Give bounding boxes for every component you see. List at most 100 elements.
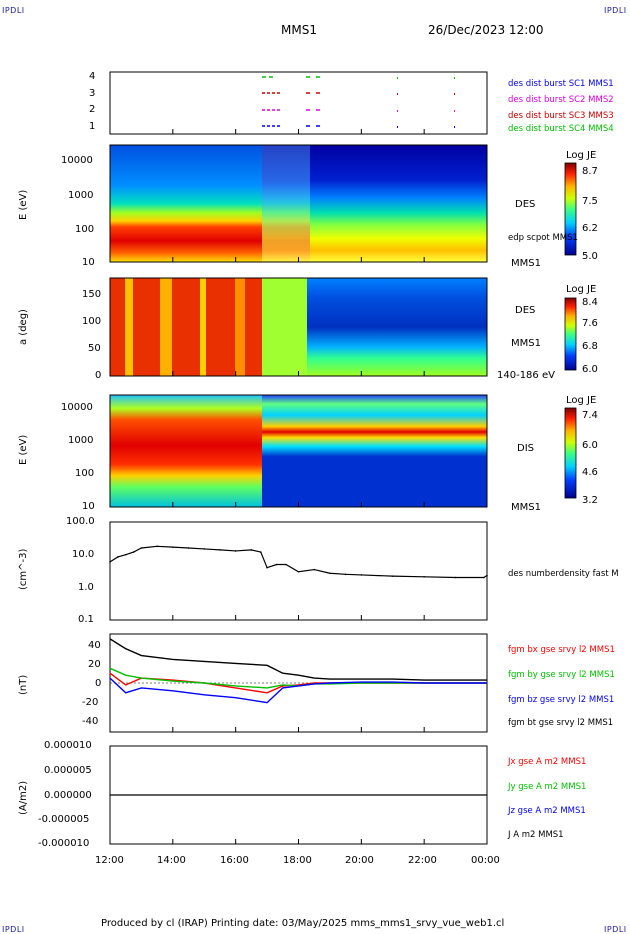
density-point	[454, 576, 457, 579]
xtick-1200: 12:00	[95, 855, 124, 866]
des-energy-spectrogram	[109, 144, 488, 263]
x-axis-ticks	[109, 129, 488, 844]
burst-ytick-4: 4	[89, 71, 96, 82]
density-point	[483, 576, 485, 579]
des-pitch-cbar-tick-2: 6.8	[582, 341, 598, 352]
density-point	[275, 563, 278, 566]
density-point	[423, 576, 425, 578]
burst-ytick-2: 2	[89, 104, 96, 115]
des-energy-ytick-100: 100	[75, 224, 95, 235]
density-series	[109, 545, 488, 579]
bfield-ytick-neg40: -40	[82, 716, 99, 727]
bfield-legend-bx: fgm bx gse srvy l2 MMS1	[508, 645, 615, 655]
burst-panel-frame	[109, 71, 488, 135]
dis-energy-cbar-tick-3: 3.2	[582, 495, 598, 506]
current-ytick-neg10: -0.000010	[38, 838, 90, 849]
density-ylabel: (cm^-3)	[18, 548, 29, 590]
burst-ytick-3: 3	[89, 88, 96, 99]
bfield-line	[109, 638, 487, 681]
des-pitch-energy-range: 140-186 eV	[497, 370, 555, 381]
des-energy-sc-label: MMS1	[511, 258, 541, 269]
density-point	[313, 568, 316, 571]
density-point	[391, 575, 394, 577]
burst-ytick-1: 1	[89, 121, 96, 132]
dis-energy-instrument-label: DIS	[517, 443, 534, 454]
density-point	[172, 546, 174, 548]
xtick-2200: 22:00	[408, 855, 437, 866]
spacecraft-title: MMS1	[281, 23, 317, 37]
current-ylabel: (A/m2)	[18, 780, 29, 815]
corner-label-top-left: IPDLI	[2, 6, 25, 15]
dis-energy-cbar-title: Log JE	[566, 395, 597, 406]
des-pitch-ytick-50: 50	[88, 343, 101, 354]
des-pitch-ytick-150: 150	[82, 289, 102, 300]
density-point	[234, 550, 237, 552]
burst-legend-sc4: des dist burst SC4 MMS4	[508, 124, 614, 134]
current-legend-j: J A m2 MMS1	[508, 830, 564, 840]
bfield-legend-by: fgm by gse srvy l2 MMS1	[508, 670, 615, 680]
dis-energy-ytick-1000: 1000	[68, 435, 94, 446]
burst-legend-sc2: des dist burst SC2 MMS2	[508, 95, 614, 105]
des-pitch-cbar-tick-1: 7.6	[582, 318, 598, 329]
des-energy-cbar-title: Log JE	[566, 150, 597, 161]
burst-legend-sc3: des dist burst SC3 MMS3	[508, 111, 614, 121]
des-pitch-ytick-100: 100	[82, 316, 102, 327]
des-energy-cbar-tick-1: 7.5	[582, 196, 598, 207]
des-energy-ytick-10000: 10000	[61, 155, 93, 166]
des-pitch-sc-label: MMS1	[511, 338, 541, 349]
des-energy-cbar-tick-0: 8.7	[582, 166, 598, 177]
density-ytick-10: 10.0	[72, 549, 95, 560]
des-energy-scpot-label: edp scpot MMS1	[508, 233, 578, 243]
burst-legend-sc1: des dist burst SC1 MMS1	[508, 79, 614, 89]
des-pitch-cbar-tick-0: 8.4	[582, 297, 598, 308]
density-point	[344, 573, 347, 576]
bfield-line	[109, 677, 487, 704]
des-energy-ytick-10: 10	[82, 257, 95, 268]
corner-label-bottom-right: IPDLI	[604, 925, 627, 934]
density-point	[260, 551, 262, 553]
burst-marks	[262, 76, 455, 128]
bfield-ytick-0: 0	[95, 678, 102, 689]
des-energy-cbar-tick-3: 5.0	[582, 251, 598, 262]
current-legend-jx: Jx gse A m2 MMS1	[508, 757, 587, 767]
corner-label-top-right: IPDLI	[604, 6, 627, 15]
dis-energy-ylabel: E (eV)	[18, 434, 29, 465]
xtick-0000: 00:00	[471, 855, 500, 866]
dis-energy-spectrogram	[109, 394, 488, 508]
dis-energy-ytick-10: 10	[82, 501, 95, 512]
des-energy-cbar-tick-2: 6.2	[582, 223, 598, 234]
density-point	[203, 548, 206, 550]
current-ytick-neg5: -0.000005	[38, 814, 90, 825]
density-line	[109, 545, 488, 579]
dis-energy-cbar-tick-0: 7.4	[582, 410, 598, 421]
dis-energy-colorbar	[564, 407, 577, 499]
current-ytick-pos5: 0.000005	[44, 765, 92, 776]
des-pitch-instrument-label: DES	[515, 305, 536, 316]
footer-credits: Produced by cl (IRAP) Printing date: 03/…	[101, 918, 505, 929]
density-point	[124, 553, 127, 556]
dis-energy-sc-label: MMS1	[511, 502, 541, 513]
dis-energy-cbar-tick-2: 4.6	[582, 467, 598, 478]
density-point	[250, 549, 253, 551]
density-ytick-0.1: 0.1	[78, 614, 94, 625]
xtick-1800: 18:00	[283, 855, 312, 866]
bfield-ytick-20: 20	[88, 659, 101, 670]
density-point	[329, 572, 331, 575]
dis-energy-ytick-10000: 10000	[61, 402, 93, 413]
bfield-ytick-40: 40	[88, 640, 101, 651]
density-point	[187, 547, 190, 549]
des-pitch-cbar-tick-3: 6.0	[582, 364, 598, 375]
density-point	[360, 574, 363, 576]
current-legend-jz: Jz gse A m2 MMS1	[508, 806, 586, 816]
des-energy-ylabel: E (eV)	[18, 189, 29, 220]
des-energy-instrument-label: DES	[515, 199, 536, 210]
current-legend-jy: Jy gse A m2 MMS1	[508, 782, 587, 792]
des-pitch-ytick-0: 0	[95, 370, 102, 381]
density-ytick-1: 1.0	[78, 582, 94, 593]
xtick-1600: 16:00	[220, 855, 249, 866]
bfield-legend-bz: fgm bz gse srvy l2 MMS1	[508, 695, 615, 705]
des-pitch-spectrogram	[109, 277, 488, 377]
des-energy-colorbar	[564, 162, 577, 256]
xtick-1400: 14:00	[157, 855, 186, 866]
